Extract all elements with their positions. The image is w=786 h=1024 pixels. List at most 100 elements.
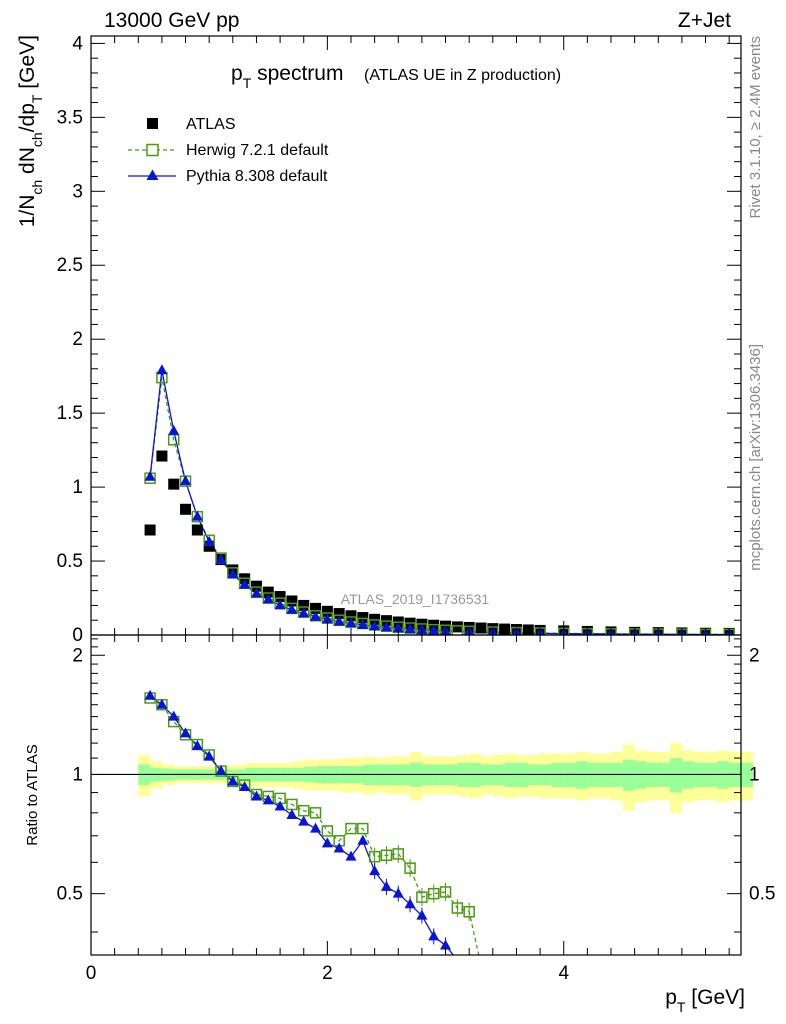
pythia-point xyxy=(310,610,322,621)
pythia-ratio-point xyxy=(428,930,440,941)
ratio-y-tick-label: 2 xyxy=(72,645,83,666)
pythia-ratio-point xyxy=(262,794,274,805)
pythia-point xyxy=(321,613,333,624)
pythia-point xyxy=(239,578,251,589)
pythia-ratio-point xyxy=(321,837,333,848)
top-y-tick-label: 3 xyxy=(72,181,83,202)
ratio-y-tick-label: 0.5 xyxy=(57,884,83,905)
pythia-ratio-point xyxy=(180,727,192,738)
pythia-point xyxy=(333,615,345,626)
pythia-ratio-point xyxy=(144,689,156,700)
pythia-ratio-point xyxy=(215,765,227,776)
atlas-point xyxy=(499,623,511,635)
pythia-point xyxy=(298,607,310,618)
y-axis-label-bottom: Ratio to ATLAS xyxy=(24,744,41,845)
chart-title: pT spectrum (ATLAS UE in Z production) xyxy=(231,62,561,91)
herwig-ratio-point xyxy=(321,825,334,837)
pythia-ratio-point xyxy=(416,909,428,920)
pythia-point xyxy=(168,424,180,435)
pythia-point xyxy=(274,599,286,610)
ratio-y-tick-label: 1 xyxy=(72,764,83,785)
herwig-ratio-point xyxy=(439,886,452,898)
x-label-p: p xyxy=(665,986,677,1009)
pythia-point xyxy=(203,535,215,546)
y-label-part-5: T xyxy=(29,94,45,103)
legend: ATLAS Herwig 7.2.1 default Pythia 8.308 … xyxy=(128,116,329,185)
pythia-point xyxy=(286,603,298,614)
pythia-point xyxy=(156,364,168,375)
atlas-point xyxy=(333,608,345,620)
herwig-ratio-point xyxy=(345,822,357,835)
herwig-ratio-point xyxy=(404,862,416,874)
herwig-ratio-point xyxy=(463,906,475,918)
legend-pythia-marker xyxy=(146,169,159,180)
analysis-id: ATLAS_2019_I1736531 xyxy=(341,591,490,607)
pythia-point xyxy=(369,620,381,631)
pythia-point xyxy=(404,623,416,634)
atlas-point xyxy=(156,450,168,462)
band-inner-bin xyxy=(670,758,683,793)
herwig-point xyxy=(451,625,464,635)
herwig-ratio-point xyxy=(368,850,381,863)
top-y-tick-label: 2 xyxy=(72,329,83,350)
atlas-point xyxy=(298,599,310,611)
x-tick-label: 2 xyxy=(322,963,333,984)
atlas-point xyxy=(144,524,156,536)
main-plot-panel: 0 0.5 1 1.5 2 2.5 3 3.5 4 xyxy=(57,33,742,646)
top-y-tick-label: 1 xyxy=(72,477,83,498)
ratio-y-tick-label-right: 2 xyxy=(749,645,760,666)
rivet-label: Rivet 3.1.10, ≥ 2.4M events xyxy=(747,36,764,219)
pythia-ratio-point xyxy=(203,750,215,761)
pythia-ratio-point xyxy=(380,880,392,891)
pythia-ratio-point xyxy=(298,815,310,826)
pythia-point xyxy=(380,621,392,632)
pythia-ratio-point xyxy=(286,808,298,819)
band-inner-bin xyxy=(741,762,754,787)
herwig-ratio-point xyxy=(357,822,369,835)
legend-herwig-label: Herwig 7.2.1 default xyxy=(186,142,329,159)
title-paren: (ATLAS UE in Z production) xyxy=(364,67,561,84)
herwig-ratio-point xyxy=(416,891,428,903)
atlas-point xyxy=(286,595,298,607)
y-label-part-0: 1/N xyxy=(16,195,39,228)
title-sub: T xyxy=(243,75,252,91)
legend-atlas-marker xyxy=(147,118,158,129)
legend-herwig-marker xyxy=(146,143,159,157)
x-label-unit: [GeV] xyxy=(685,986,745,1009)
energy-label: 13000 GeV pp xyxy=(104,9,239,32)
top-y-tick-label: 3.5 xyxy=(57,107,83,128)
x-axis-label: pT [GeV] xyxy=(665,986,745,1015)
pythia-ratio-point xyxy=(345,850,357,861)
atlas-point xyxy=(262,586,274,598)
pythia-point xyxy=(428,624,440,635)
pythia-point xyxy=(227,568,239,579)
pythia-ratio-point xyxy=(357,834,369,845)
process-label: Z+Jet xyxy=(678,9,731,32)
pythia-point xyxy=(345,617,357,628)
pythia-point xyxy=(191,510,203,521)
svg-text:pT spectrum: pT spectrum xyxy=(231,62,343,91)
atlas-point xyxy=(321,605,333,617)
legend-pythia-label: Pythia 8.308 default xyxy=(186,168,328,185)
x-tick-label: 4 xyxy=(558,963,569,984)
pythia-ratio-point xyxy=(156,698,168,709)
y-label-part-4: /dp xyxy=(16,103,39,132)
pythia-ratio-point xyxy=(227,775,239,786)
ratio-plot-panel: 0 2 40.5 0.51 12 2 xyxy=(57,36,775,984)
y-label-part-2: dN xyxy=(16,147,39,180)
top-y-tick-label: 4 xyxy=(72,33,83,54)
herwig-ratio-point xyxy=(392,848,405,860)
band-inner-bin xyxy=(622,759,635,791)
pythia-point xyxy=(392,622,404,633)
title-p: p xyxy=(231,62,243,85)
pythia-ratio-point xyxy=(333,842,345,853)
atlas-point xyxy=(180,503,192,515)
pythia-ratio-point xyxy=(250,790,262,801)
pythia-ratio-point xyxy=(392,887,404,898)
atlas-point xyxy=(475,622,487,634)
herwig-ratio-point xyxy=(427,887,440,900)
ratio-y-ticks: 0.5 0.5 1 1 2 2 xyxy=(57,638,775,933)
x-tick-label: 0 xyxy=(86,963,97,984)
y-axis-label-top: 1/Nch dNch/dpT [GeV] xyxy=(16,35,45,227)
title-rest: spectrum xyxy=(251,62,343,85)
